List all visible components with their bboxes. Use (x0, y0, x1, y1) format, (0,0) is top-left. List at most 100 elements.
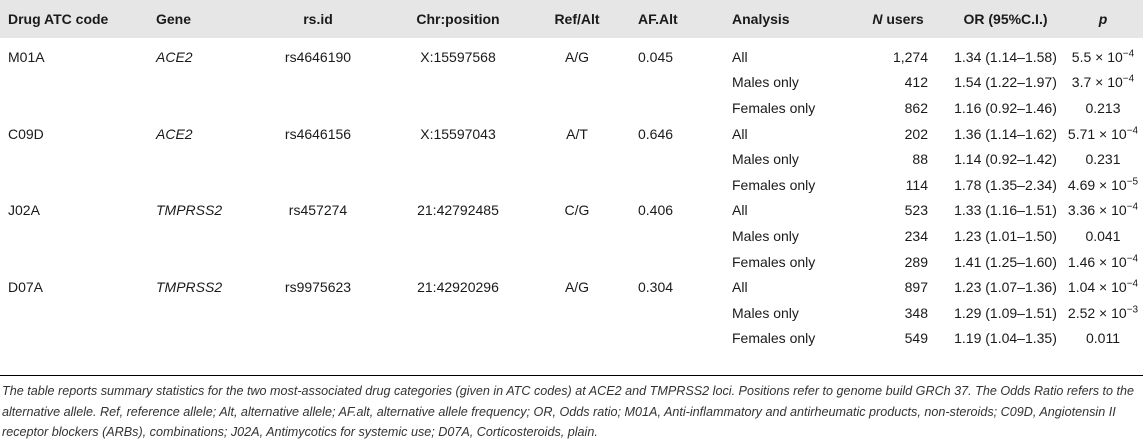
table-row: Females only 114 1.78 (1.35–2.34) 4.69 × 10… (0, 172, 1143, 198)
table-row: Males only 88 1.14 (0.92–1.42) 0.231 (0, 146, 1143, 172)
cell-p: 0.041 (1063, 223, 1143, 249)
cell-rsid (244, 326, 392, 352)
cell-p: 3.36 × 10−4 (1063, 198, 1143, 224)
cell-afalt (630, 172, 724, 198)
cell-chrpos (392, 223, 524, 249)
table-body: M01A ACE2 rs4646190 X:15597568 A/G 0.045 All 1,… (0, 38, 1143, 351)
p-value: 5.71 × 10 (1067, 125, 1127, 142)
table-row: Males only 412 1.54 (1.22–1.97) 3.7 × 10−4 (0, 70, 1143, 96)
p-exponent: −3 (1126, 304, 1139, 316)
results-table: Drug ATC code Gene rs.id Chr:position Re… (0, 0, 1143, 351)
cell-refalt (524, 223, 630, 249)
p-value: 1.04 × 10 (1067, 279, 1127, 296)
cell-afalt: 0.045 (638, 48, 674, 65)
cell-p: 5.71 × 10−4 (1063, 121, 1143, 147)
header-refalt: Ref/Alt (554, 11, 600, 27)
cell-drug (0, 146, 148, 172)
cell-rsid (244, 249, 392, 275)
cell-or: 1.16 (0.92–1.46) (954, 99, 1057, 116)
cell-drug: M01A (8, 48, 45, 65)
cell-analysis: All (732, 202, 748, 219)
cell-refalt: A/G (564, 48, 590, 65)
cell-rsid: rs4646156 (284, 125, 352, 142)
cell-nusers: 549 (904, 330, 928, 347)
cell-rsid (244, 95, 392, 121)
p-value: 0.041 (1085, 227, 1121, 244)
cell-p: 4.69 × 10−5 (1063, 172, 1143, 198)
cell-gene (148, 300, 244, 326)
table-row: Females only 289 1.41 (1.25–1.60) 1.46 × 10… (0, 249, 1143, 275)
header-gene: Gene (156, 11, 192, 27)
cell-afalt (630, 95, 724, 121)
cell-analysis: All (732, 48, 748, 65)
cell-chrpos: X:15597568 (420, 48, 496, 65)
cell-chrpos: 21:42792485 (417, 202, 499, 219)
cell-gene (148, 249, 244, 275)
cell-gene: TMPRSS2 (156, 279, 223, 296)
p-exponent: −4 (1126, 201, 1139, 213)
cell-analysis: Males only (732, 151, 799, 168)
cell-rsid: rs457274 (288, 202, 348, 219)
cell-chrpos (392, 300, 524, 326)
cell-chrpos (392, 326, 524, 352)
cell-rsid: rs4646190 (284, 48, 352, 65)
cell-gene: ACE2 (156, 48, 193, 65)
cell-drug (0, 223, 148, 249)
cell-rsid (244, 300, 392, 326)
header-drug: Drug ATC code (8, 11, 109, 27)
p-value: 2.52 × 10 (1067, 304, 1127, 321)
table-row: J02A TMPRSS2 rs457274 21:42792485 C/G 0.406 Al… (0, 198, 1143, 224)
cell-refalt (524, 172, 630, 198)
cell-afalt (630, 70, 724, 96)
cell-nusers: 289 (904, 253, 928, 270)
cell-rsid (244, 70, 392, 96)
cell-chrpos (392, 249, 524, 275)
cell-drug: J02A (8, 202, 40, 219)
cell-gene (148, 146, 244, 172)
cell-analysis: All (732, 279, 748, 296)
cell-afalt (630, 223, 724, 249)
cell-analysis: Females only (732, 253, 816, 270)
header-analysis: Analysis (732, 11, 790, 27)
cell-refalt: A/G (564, 279, 590, 296)
p-value: 3.7 × 10 (1071, 74, 1123, 91)
header-nusers-n: N (872, 11, 883, 27)
cell-p: 3.7 × 10−4 (1063, 70, 1143, 96)
cell-nusers: 523 (904, 202, 928, 219)
cell-p: 0.011 (1063, 326, 1143, 352)
cell-nusers: 348 (904, 304, 928, 321)
cell-refalt (524, 95, 630, 121)
p-exponent: −4 (1122, 73, 1135, 85)
cell-drug (0, 326, 148, 352)
cell-drug (0, 172, 148, 198)
cell-drug (0, 70, 148, 96)
p-value: 3.36 × 10 (1067, 202, 1127, 219)
cell-or: 1.41 (1.25–1.60) (954, 253, 1057, 270)
p-value: 0.213 (1085, 99, 1121, 116)
cell-rsid (244, 146, 392, 172)
header-rsid: rs.id (303, 11, 333, 27)
table-row: C09D ACE2 rs4646156 X:15597043 A/T 0.646 All 20… (0, 121, 1143, 147)
cell-chrpos (392, 172, 524, 198)
cell-afalt: 0.406 (638, 202, 674, 219)
cell-drug (0, 249, 148, 275)
cell-p: 0.231 (1063, 146, 1143, 172)
cell-or: 1.33 (1.16–1.51) (954, 202, 1057, 219)
cell-refalt (524, 300, 630, 326)
cell-refalt (524, 70, 630, 96)
cell-analysis: Females only (732, 99, 816, 116)
cell-nusers: 202 (904, 125, 928, 142)
cell-p: 0.213 (1063, 95, 1143, 121)
cell-afalt (630, 146, 724, 172)
cell-analysis: All (732, 125, 748, 142)
p-exponent: −4 (1126, 278, 1139, 290)
cell-drug: D07A (8, 279, 44, 296)
cell-afalt: 0.304 (638, 279, 674, 296)
header-row: Drug ATC code Gene rs.id Chr:position Re… (0, 0, 1143, 38)
cell-or: 1.54 (1.22–1.97) (954, 74, 1057, 91)
table-bottom-rule (0, 375, 1143, 376)
p-exponent: −4 (1126, 252, 1139, 264)
p-exponent: −5 (1126, 176, 1139, 188)
cell-or: 1.23 (1.07–1.36) (954, 279, 1057, 296)
